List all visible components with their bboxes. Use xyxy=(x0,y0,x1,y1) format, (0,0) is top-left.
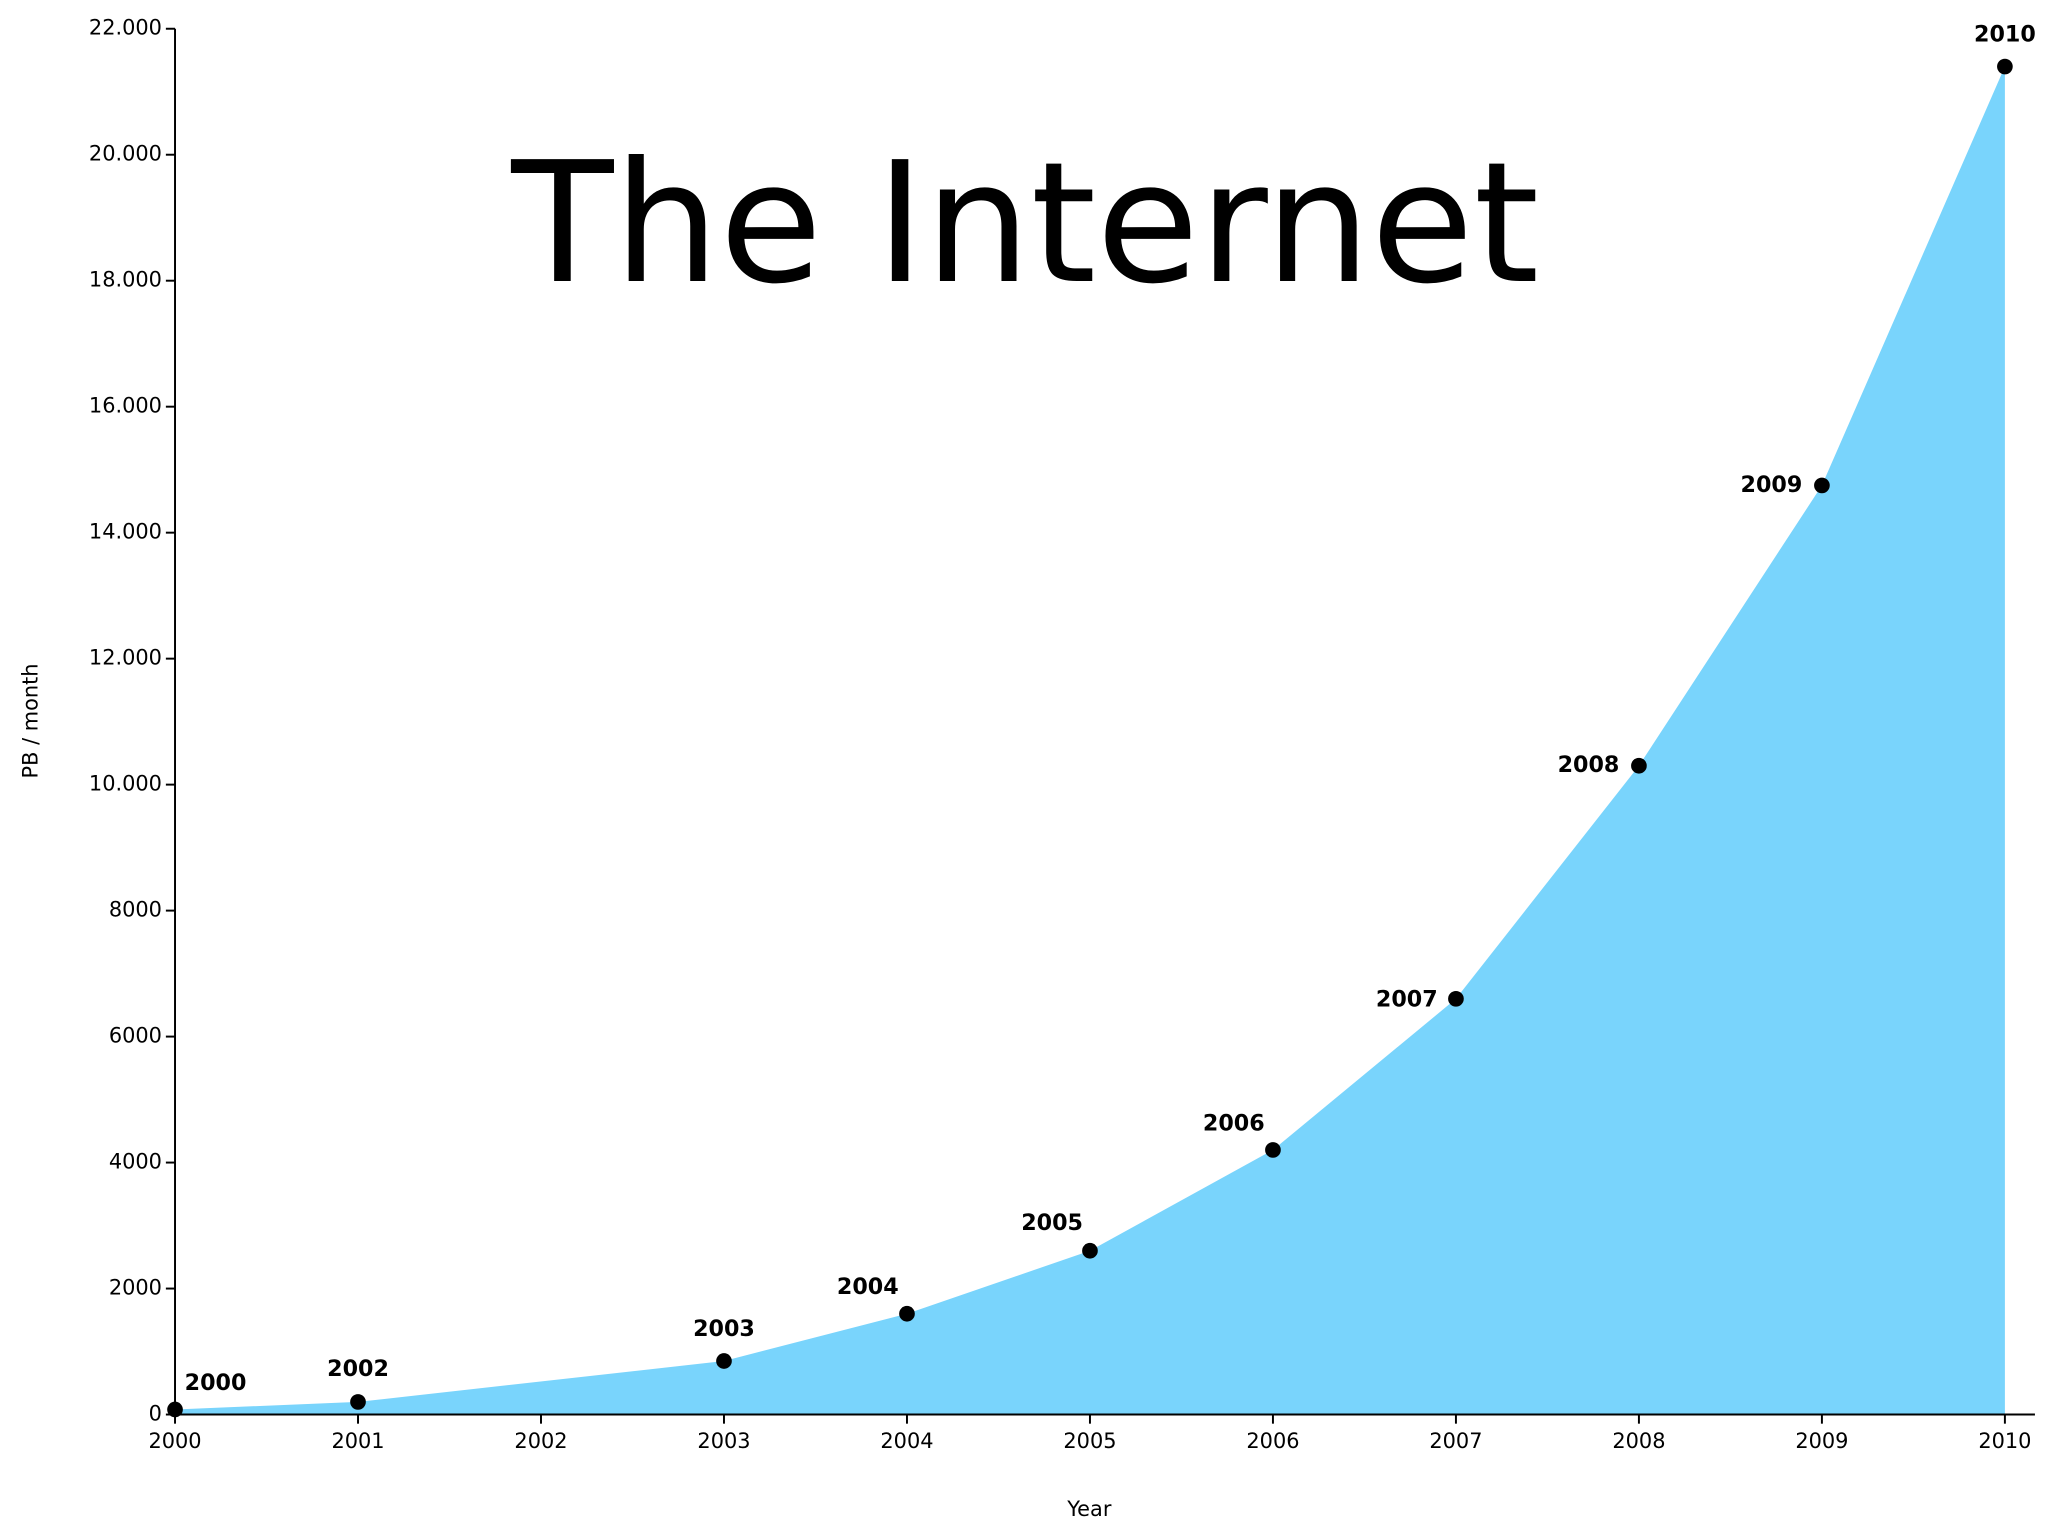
point-label: 2005 xyxy=(1021,1210,1083,1236)
x-tick-label: 2001 xyxy=(331,1429,384,1453)
point-label: 2008 xyxy=(1558,752,1620,778)
y-tick-label: 4000 xyxy=(109,1150,162,1174)
data-point xyxy=(1814,477,1830,494)
area xyxy=(175,66,2005,1415)
data-point xyxy=(167,1401,183,1418)
chart-title: The Internet xyxy=(510,127,1539,321)
y-axis-label: PB / month xyxy=(18,663,42,778)
y-tick-label: 8000 xyxy=(109,898,162,922)
x-axis-label: Year xyxy=(1066,1497,1112,1521)
y-tick-label: 6000 xyxy=(109,1024,162,1048)
point-label: 2004 xyxy=(837,1274,899,1300)
point-label: 2007 xyxy=(1376,987,1438,1013)
y-tick-label: 16.000 xyxy=(89,394,162,418)
point-label: 2010 xyxy=(1974,22,2036,48)
data-point xyxy=(716,1353,732,1369)
x-tick-label: 2004 xyxy=(880,1429,933,1453)
point-label: 2006 xyxy=(1203,1110,1265,1136)
x-tick-label: 2005 xyxy=(1063,1429,1116,1453)
data-point xyxy=(350,1394,366,1410)
data-point xyxy=(1448,990,1464,1007)
y-tick-label: 22.000 xyxy=(89,16,162,40)
point-label: 2003 xyxy=(693,1316,755,1342)
x-tick-label: 2007 xyxy=(1429,1429,1482,1453)
point-label: 2002 xyxy=(327,1356,389,1382)
point-label: 2009 xyxy=(1741,472,1803,498)
data-point xyxy=(1082,1242,1098,1259)
y-tick-label: 0 xyxy=(149,1402,162,1426)
x-tick-label: 2003 xyxy=(697,1429,750,1453)
y-tick-label: 20.000 xyxy=(89,142,162,166)
x-tick-label: 2009 xyxy=(1795,1429,1848,1453)
x-tick-label: 2000 xyxy=(148,1429,201,1453)
y-tick-label: 2000 xyxy=(109,1276,162,1300)
y-tick-label: 10.000 xyxy=(89,772,162,796)
x-tick-label: 2006 xyxy=(1246,1429,1299,1453)
data-point xyxy=(1997,58,2013,75)
data-point xyxy=(899,1305,915,1322)
y-tick-label: 18.000 xyxy=(89,268,162,292)
data-point xyxy=(1265,1142,1281,1158)
x-tick-label: 2002 xyxy=(514,1429,567,1453)
y-tick-label: 14.000 xyxy=(89,520,162,544)
y-tick-label: 12.000 xyxy=(89,646,162,670)
x-tick-label: 2008 xyxy=(1612,1429,1665,1453)
point-label: 2000 xyxy=(185,1370,247,1396)
x-tick-label: 2010 xyxy=(1978,1429,2031,1453)
data-point xyxy=(1631,757,1647,774)
